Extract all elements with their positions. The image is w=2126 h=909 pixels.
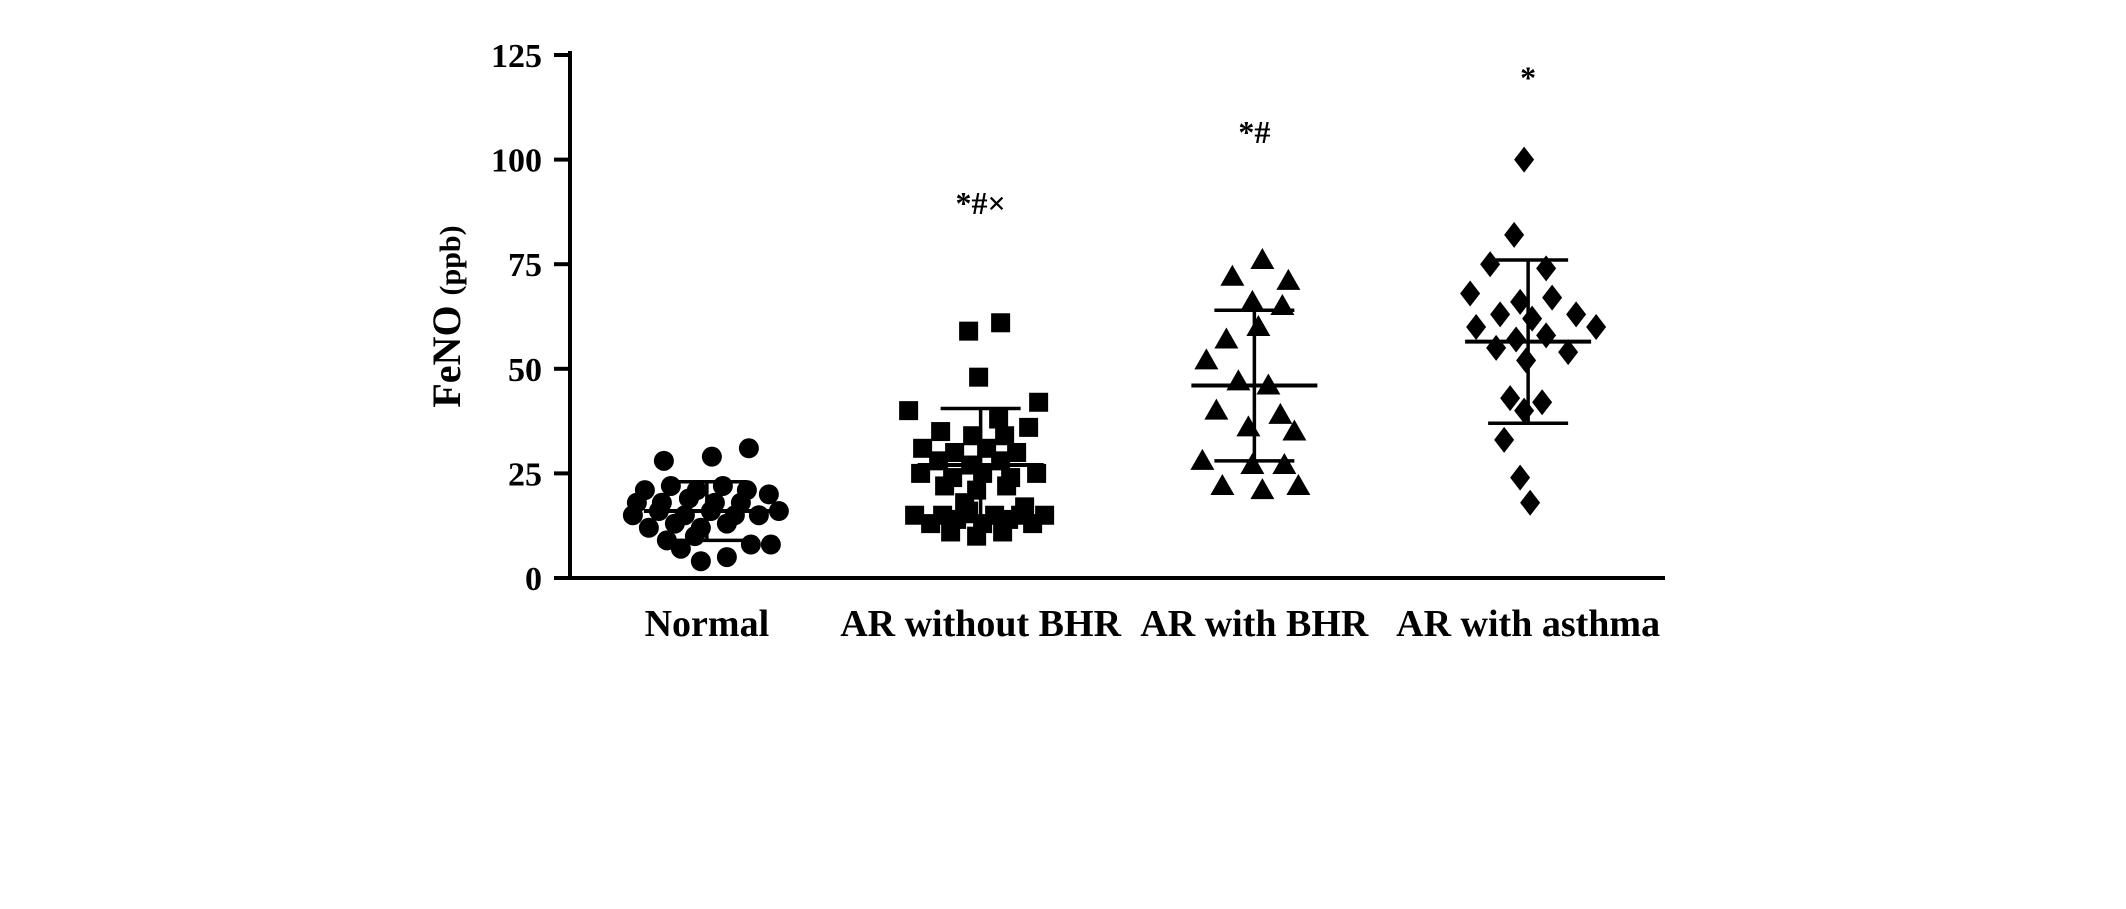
x-category-label: AR with BHR [1140, 603, 1369, 645]
y-tick-label: 75 [508, 247, 542, 284]
data-point-circle [638, 517, 659, 538]
data-point-diamond [1522, 305, 1543, 332]
data-point-diamond [1510, 288, 1531, 315]
data-point-diamond [1490, 301, 1511, 328]
data-point-square [1007, 442, 1027, 462]
data-point-triangle [1286, 473, 1311, 495]
data-point-square [941, 522, 961, 542]
data-point-triangle [1236, 415, 1261, 437]
data-point-circle [716, 547, 737, 568]
data-point-diamond [1566, 301, 1587, 328]
data-point-square [997, 476, 1017, 496]
data-point-square [993, 522, 1013, 542]
data-point-circle [622, 505, 643, 526]
data-point-circle [748, 505, 769, 526]
data-point-diamond [1520, 489, 1541, 516]
data-point-square [905, 505, 925, 525]
data-point-square [967, 526, 987, 546]
data-point-triangle [1272, 453, 1297, 475]
data-point-diamond [1480, 251, 1501, 278]
data-point-square [929, 451, 949, 471]
y-tick-label: 125 [491, 38, 542, 75]
data-point-circle [653, 450, 674, 471]
data-point-square [991, 313, 1011, 333]
data-point-triangle [1246, 314, 1271, 336]
data-point-square [969, 367, 989, 387]
data-point-circle [738, 438, 759, 459]
data-point-square [989, 409, 1009, 429]
data-point-diamond [1494, 426, 1515, 453]
data-point-diamond [1536, 255, 1557, 282]
data-point-square [935, 476, 955, 496]
data-point-square [945, 442, 965, 462]
data-point-circle [760, 534, 781, 555]
significance-annotation: *# [1238, 114, 1270, 150]
data-point-square [913, 438, 933, 458]
data-point-square [911, 463, 931, 483]
data-point-circle [768, 501, 789, 522]
data-point-circle [670, 538, 691, 559]
data-point-diamond [1500, 385, 1521, 412]
data-point-diamond [1532, 389, 1553, 416]
data-point-circle [664, 513, 685, 534]
data-point-square [1019, 417, 1039, 437]
data-point-circle [678, 488, 699, 509]
data-point-triangle [1250, 478, 1275, 500]
data-point-triangle [1190, 448, 1215, 470]
data-point-triangle [1282, 419, 1307, 441]
data-point-diamond [1506, 326, 1527, 353]
significance-annotation: *#× [956, 185, 1006, 221]
data-point-triangle [1194, 348, 1219, 370]
x-category-label: AR with asthma [1396, 603, 1660, 645]
data-point-circle [690, 551, 711, 572]
y-tick-label: 0 [525, 561, 542, 598]
data-point-square [973, 463, 993, 483]
y-tick-label: 50 [508, 352, 542, 389]
data-point-circle [716, 513, 737, 534]
x-category-label: Normal [645, 603, 770, 645]
data-point-square [1023, 514, 1043, 534]
data-point-circle [758, 484, 779, 505]
x-category-label: AR without BHR [840, 603, 1121, 645]
data-point-diamond [1536, 322, 1557, 349]
data-point-diamond [1558, 339, 1579, 366]
data-point-triangle [1268, 402, 1293, 424]
data-point-diamond [1466, 313, 1487, 340]
data-point-square [991, 451, 1011, 471]
data-point-diamond [1504, 221, 1525, 248]
data-point-square [921, 514, 941, 534]
data-point-square [1027, 463, 1047, 483]
data-point-circle [740, 534, 761, 555]
data-point-square [899, 401, 919, 421]
data-point-triangle [1250, 248, 1275, 270]
data-point-triangle [1276, 268, 1301, 290]
data-point-triangle [1214, 327, 1239, 349]
data-point-diamond [1514, 146, 1535, 173]
significance-annotation: * [1520, 59, 1536, 95]
data-point-square [959, 321, 979, 341]
data-point-triangle [1240, 289, 1265, 311]
data-point-diamond [1542, 284, 1563, 311]
data-point-diamond [1510, 464, 1531, 491]
data-point-triangle [1220, 264, 1245, 286]
data-point-triangle [1204, 398, 1229, 420]
data-point-diamond [1486, 334, 1507, 361]
data-point-square [931, 422, 951, 442]
y-tick-label: 100 [491, 143, 542, 180]
data-point-square [995, 426, 1015, 446]
data-point-triangle [1210, 473, 1235, 495]
data-point-circle [701, 446, 722, 467]
data-point-diamond [1460, 280, 1481, 307]
y-tick-label: 25 [508, 456, 542, 493]
y-axis-title: FeNO (ppb) [424, 225, 469, 407]
data-point-triangle [1240, 453, 1265, 475]
data-point-diamond [1586, 313, 1607, 340]
data-point-square [1029, 392, 1049, 412]
data-point-diamond [1516, 347, 1537, 374]
